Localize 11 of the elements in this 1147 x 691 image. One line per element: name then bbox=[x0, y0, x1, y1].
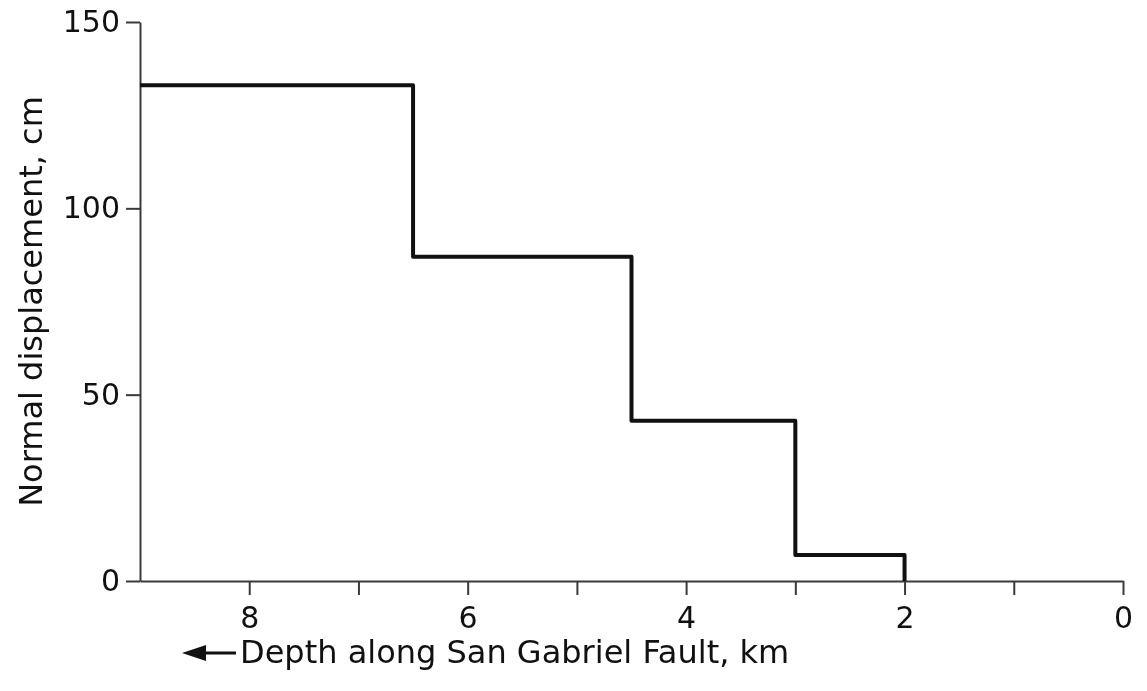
x-tick-label: 2 bbox=[895, 599, 915, 635]
y-axis-title: Normal displacement, cm bbox=[12, 96, 50, 507]
y-tick-label: 150 bbox=[62, 4, 120, 40]
y-tick-label: 0 bbox=[100, 563, 120, 599]
x-axis-title: Depth along San Gabriel Fault, km bbox=[240, 633, 790, 671]
x-tick-label: 8 bbox=[240, 599, 260, 635]
y-tick-label: 100 bbox=[62, 190, 120, 226]
y-tick-label: 50 bbox=[81, 376, 120, 412]
x-tick-label: 4 bbox=[677, 599, 697, 635]
x-tick-label: 0 bbox=[1113, 599, 1134, 635]
x-tick-label: 6 bbox=[458, 599, 478, 635]
